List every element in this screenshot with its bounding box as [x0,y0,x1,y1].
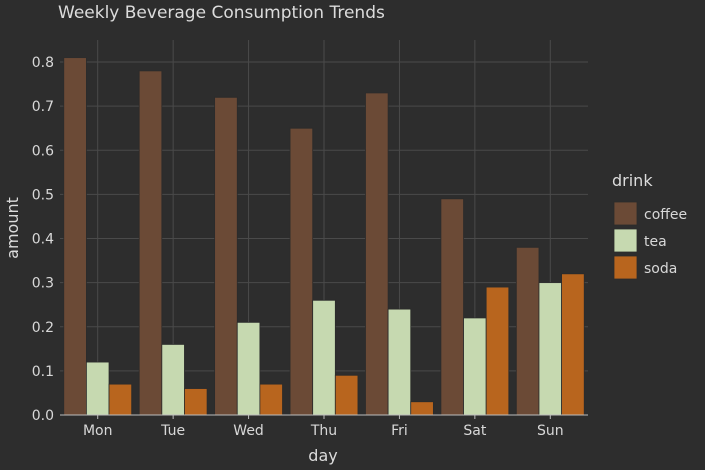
legend-label-soda: soda [644,261,677,277]
y-tick-label: 0.1 [32,364,54,380]
legend: drink coffee tea soda [612,171,687,280]
x-tick-label: Thu [310,423,337,439]
bar-tea-sat [463,317,487,416]
legend-label-coffee: coffee [644,207,687,223]
x-tick-label: Mon [83,423,113,439]
y-tick-label: 0.5 [32,187,54,203]
bar-tea-thu [312,299,336,416]
bar-soda-wed [259,383,283,416]
bar-soda-sun [561,273,585,416]
x-tick-label: Tue [160,423,185,439]
bar-soda-tue [184,388,208,416]
bar-soda-sat [485,286,510,416]
bar-coffee-wed [214,96,238,416]
y-tick-label: 0.6 [32,143,54,159]
bar-soda-thu [334,374,359,416]
bar-tea-sun [538,282,563,416]
bar-soda-mon [108,383,133,416]
bar-coffee-sat [440,198,464,416]
y-tick-label: 0.8 [32,55,54,71]
y-tick-label: 0.3 [32,276,54,292]
legend-swatch-tea [613,228,638,253]
bar-tea-tue [161,344,185,416]
y-tick-label: 0.4 [32,232,54,248]
bar-coffee-fri [365,92,389,416]
legend-swatch-soda [613,255,638,280]
bar-tea-fri [387,308,412,416]
legend-label-tea: tea [644,234,667,250]
y-axis-title: amount [3,197,22,259]
legend-swatch-coffee [613,201,638,226]
x-tick-label: Sat [463,423,486,439]
bar-coffee-thu [289,127,314,416]
x-axis-title: day [308,446,337,465]
y-tick-label: 0.7 [32,99,54,115]
bar-coffee-mon [63,57,87,416]
bars [63,57,585,416]
x-tick-label: Fri [391,423,408,439]
x-tick-label: Sun [537,423,564,439]
bar-tea-wed [236,321,261,416]
axes: 0.0 0.1 0.2 0.3 0.4 0.5 0.6 0.7 0.8 Mon Tue Wed Thu F… [32,55,588,439]
legend-title: drink [612,171,653,190]
chart-title: Weekly Beverage Consumption Trends [58,3,385,23]
bar-tea-mon [86,361,110,416]
y-tick-label: 0.2 [32,320,54,336]
bar-coffee-tue [138,70,163,416]
y-tick-label: 0.0 [32,408,54,424]
x-tick-label: Wed [233,423,264,439]
bar-soda-fri [410,401,434,416]
bar-coffee-sun [515,246,540,416]
